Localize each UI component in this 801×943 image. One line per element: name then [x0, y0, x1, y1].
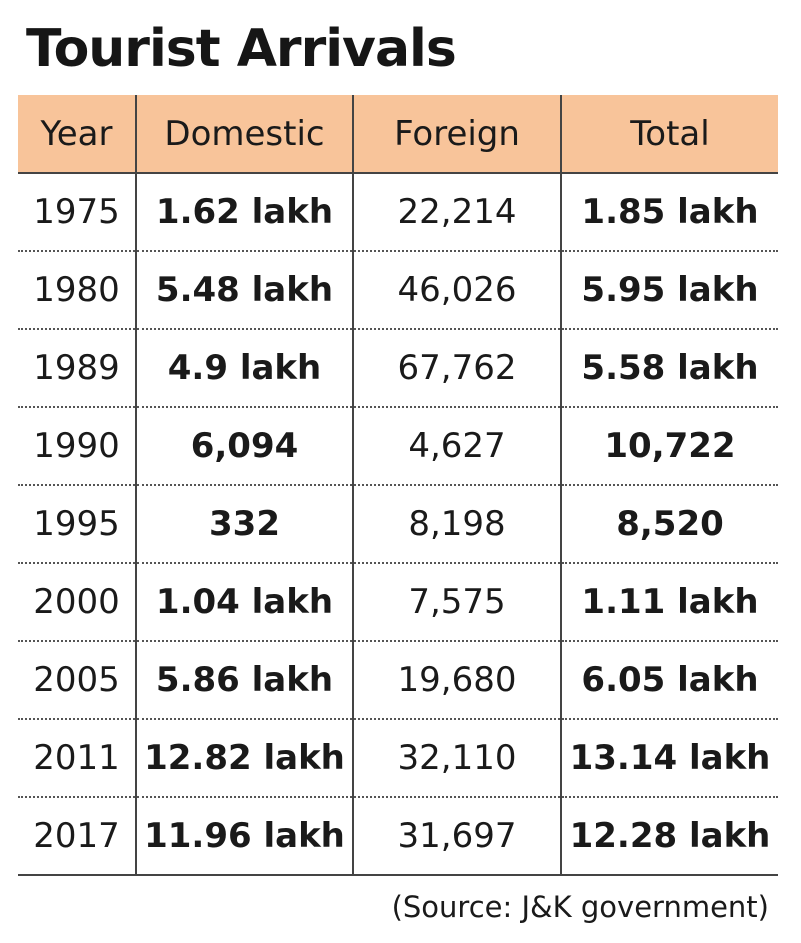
- cell-foreign: 32,110: [352, 719, 561, 798]
- cell-year: 1990: [18, 407, 136, 486]
- cell-total: 6.05 lakh: [560, 641, 778, 720]
- column-header-year: Year: [18, 95, 136, 174]
- table-row: 1989 4.9 lakh 67,762 5.58 lakh: [18, 329, 778, 408]
- cell-year: 1989: [18, 329, 136, 408]
- cell-total: 13.14 lakh: [560, 719, 778, 798]
- cell-domestic: 1.04 lakh: [135, 563, 353, 642]
- cell-total: 5.95 lakh: [560, 251, 778, 330]
- table-row: 2000 1.04 lakh 7,575 1.11 lakh: [18, 563, 778, 642]
- cell-year: 1975: [18, 173, 136, 252]
- table-row: 2005 5.86 lakh 19,680 6.05 lakh: [18, 641, 778, 720]
- cell-total: 1.85 lakh: [560, 173, 778, 252]
- table-row: 1995 332 8,198 8,520: [18, 485, 778, 564]
- cell-foreign: 4,627: [352, 407, 561, 486]
- cell-foreign: 22,214: [352, 173, 561, 252]
- cell-total: 10,722: [560, 407, 778, 486]
- cell-year: 2000: [18, 563, 136, 642]
- header-row: Year Domestic Foreign Total: [18, 95, 778, 174]
- cell-foreign: 46,026: [352, 251, 561, 330]
- cell-year: 1995: [18, 485, 136, 564]
- cell-year: 2011: [18, 719, 136, 798]
- cell-domestic: 6,094: [135, 407, 353, 486]
- table-row: 1990 6,094 4,627 10,722: [18, 407, 778, 486]
- column-header-foreign: Foreign: [352, 95, 561, 174]
- cell-year: 2017: [18, 797, 136, 876]
- column-header-total: Total: [560, 95, 778, 174]
- column-header-domestic: Domestic: [135, 95, 353, 174]
- cell-domestic: 5.86 lakh: [135, 641, 353, 720]
- cell-domestic: 11.96 lakh: [135, 797, 353, 876]
- cell-total: 1.11 lakh: [560, 563, 778, 642]
- cell-year: 2005: [18, 641, 136, 720]
- table-row: 1975 1.62 lakh 22,214 1.85 lakh: [18, 173, 778, 252]
- chart-title: Tourist Arrivals: [26, 19, 457, 79]
- cell-total: 5.58 lakh: [560, 329, 778, 408]
- cell-domestic: 1.62 lakh: [135, 173, 353, 252]
- cell-foreign: 7,575: [352, 563, 561, 642]
- cell-foreign: 19,680: [352, 641, 561, 720]
- cell-domestic: 332: [135, 485, 353, 564]
- table-row: 1980 5.48 lakh 46,026 5.95 lakh: [18, 251, 778, 330]
- cell-domestic: 4.9 lakh: [135, 329, 353, 408]
- cell-total: 8,520: [560, 485, 778, 564]
- cell-year: 1980: [18, 251, 136, 330]
- cell-domestic: 5.48 lakh: [135, 251, 353, 330]
- cell-total: 12.28 lakh: [560, 797, 778, 876]
- cell-foreign: 8,198: [352, 485, 561, 564]
- source-note: (Source: J&K government): [391, 890, 769, 924]
- cell-foreign: 31,697: [352, 797, 561, 876]
- cell-foreign: 67,762: [352, 329, 561, 408]
- cell-domestic: 12.82 lakh: [135, 719, 353, 798]
- tourist-arrivals-table: Year Domestic Foreign Total 1975 1.62 lakh 22…: [18, 95, 778, 876]
- table-row: 2011 12.82 lakh 32,110 13.14 lakh: [18, 719, 778, 798]
- table-row: 2017 11.96 lakh 31,697 12.28 lakh: [18, 797, 778, 876]
